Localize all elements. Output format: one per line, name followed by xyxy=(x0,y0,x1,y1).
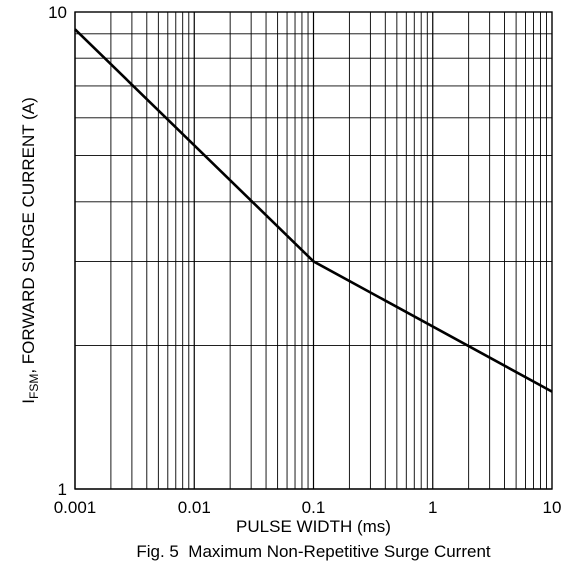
figure-caption: Fig. 5 Maximum Non-Repetitive Surge Curr… xyxy=(136,542,491,561)
y-axis-label: IFSM, FORWARD SURGE CURRENT (A) xyxy=(19,97,41,404)
x-tick-label: 10 xyxy=(543,498,562,517)
y-tick-labels: 1 10 xyxy=(48,3,67,499)
y-tick-label: 1 xyxy=(58,480,67,499)
plot-frame xyxy=(74,11,553,490)
x-tick-label: 0.1 xyxy=(302,498,326,517)
x-tick-label: 0.001 xyxy=(54,498,97,517)
x-axis-label: PULSE WIDTH (ms) xyxy=(236,517,391,536)
y-axis-label-subscript: FSM xyxy=(27,374,41,399)
y-axis-label-suffix: , FORWARD SURGE CURRENT (A) xyxy=(19,97,38,373)
x-tick-label: 1 xyxy=(428,498,437,517)
series-line xyxy=(74,28,553,393)
y-tick-label: 10 xyxy=(48,3,67,22)
x-tick-label: 0.01 xyxy=(178,498,211,517)
x-tick-labels: 0.001 0.01 0.1 1 10 xyxy=(54,498,562,517)
grid xyxy=(74,12,552,490)
y-axis-label-prefix: I xyxy=(19,399,38,404)
